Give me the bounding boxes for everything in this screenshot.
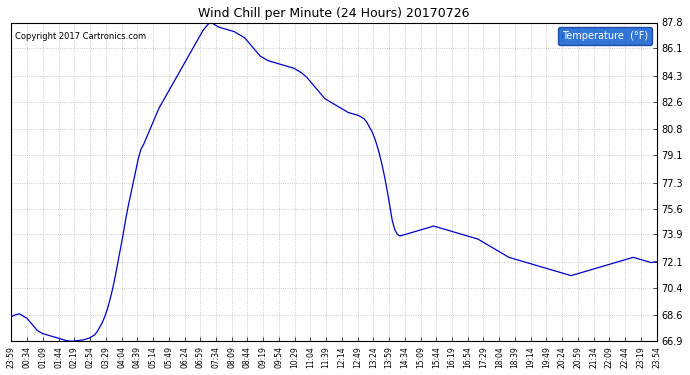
Text: Copyright 2017 Cartronics.com: Copyright 2017 Cartronics.com — [14, 32, 146, 41]
Title: Wind Chill per Minute (24 Hours) 20170726: Wind Chill per Minute (24 Hours) 2017072… — [198, 7, 470, 20]
Legend: Temperature  (°F): Temperature (°F) — [558, 27, 652, 45]
